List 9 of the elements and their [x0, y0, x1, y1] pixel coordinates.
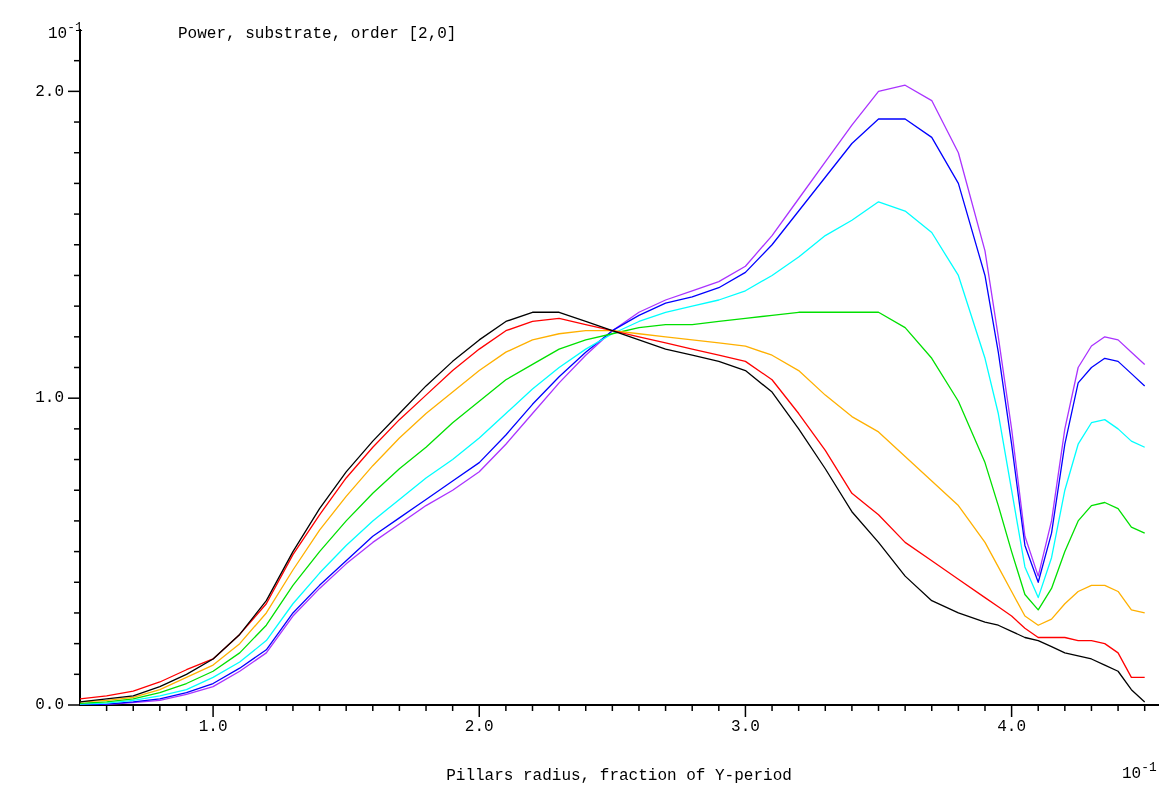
x-tick-label: 3.0	[731, 717, 760, 736]
x-tick-label: 4.0	[997, 717, 1027, 736]
y-tick-label: 2.0	[35, 82, 64, 101]
y-tick-label: 0.0	[35, 696, 64, 715]
x-tick-label: 1.0	[198, 717, 228, 736]
chart-title: Power, substrate, order [2,0]	[178, 25, 457, 43]
y-tick-label: 1.0	[35, 389, 64, 408]
x-axis-title: Pillars radius, fraction of Y-period	[446, 766, 792, 785]
x-tick-label: 2.0	[464, 717, 494, 736]
